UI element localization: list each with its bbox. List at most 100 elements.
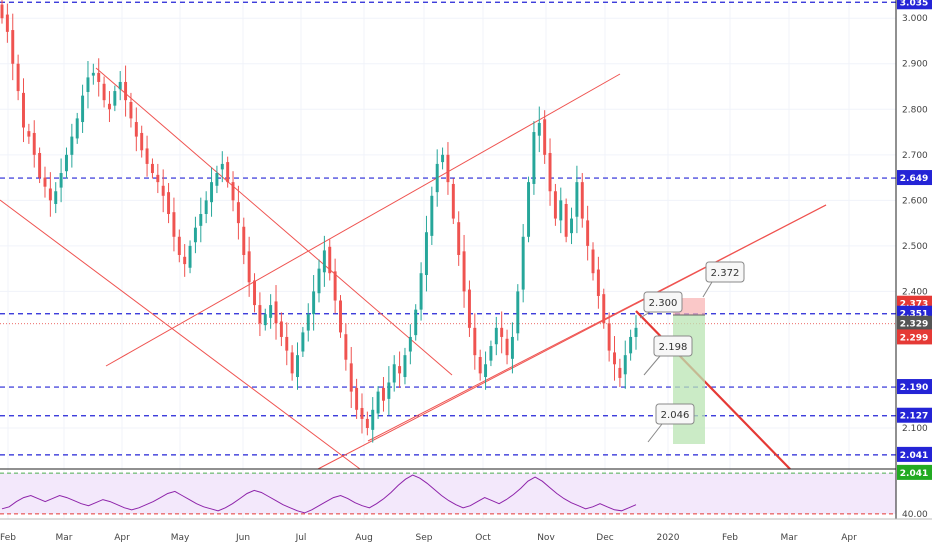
candle-body (398, 366, 401, 373)
candle-body (559, 200, 562, 220)
candle-body (382, 388, 385, 401)
price-label: 2.329 (900, 320, 928, 330)
candle-body (307, 314, 310, 330)
candle-body (489, 346, 492, 361)
candle-body (178, 237, 181, 255)
x-tick-label: Apr (841, 533, 857, 543)
price-label: 2.041 (900, 451, 928, 461)
candle-body (237, 202, 240, 223)
candle-body (430, 196, 433, 236)
candle-body (441, 155, 444, 162)
candle-body (377, 392, 380, 414)
candle-body (253, 280, 256, 305)
candle-body (602, 294, 605, 323)
x-tick-label: Sep (416, 533, 433, 543)
rsi-tick-label: 40.00 (902, 510, 928, 520)
x-tick-label: May (171, 533, 190, 543)
y-tick-label: 2.100 (902, 424, 928, 434)
candle-body (318, 269, 321, 294)
rsi-panel: 80.0040.00 (0, 469, 928, 520)
candle-body (549, 153, 552, 191)
candle-body (280, 321, 283, 336)
candle-body (81, 96, 84, 122)
candle-body (103, 84, 106, 100)
candle-body (151, 164, 154, 173)
candle-body (194, 228, 197, 243)
candle-body (522, 237, 525, 290)
x-tick-label: Jul (295, 533, 307, 543)
candle-body (350, 363, 353, 391)
candle-body (323, 250, 326, 272)
candle-body (70, 137, 73, 155)
x-tick-label: Mar (781, 533, 798, 543)
candle-body (275, 301, 278, 323)
candle-body (215, 173, 218, 186)
candle-body (162, 186, 165, 196)
candle-body (624, 355, 627, 374)
candle-body (500, 328, 503, 337)
candle-body (269, 305, 272, 318)
candle-body (420, 273, 423, 309)
rsi-band (0, 473, 896, 514)
candle-body (334, 271, 337, 300)
candle-body (473, 328, 476, 355)
candle-body (248, 251, 251, 282)
candle-body (135, 122, 138, 137)
candle-body (618, 368, 621, 378)
candle-body (301, 332, 304, 351)
candle-body (76, 118, 79, 138)
x-tick-label: Mar (56, 533, 73, 543)
candle-body (463, 251, 466, 291)
candle-body (156, 175, 159, 182)
x-tick-label: Aug (355, 533, 373, 543)
candle-body (361, 408, 364, 419)
time-axis[interactable]: Feb Mar Apr May Jun Jul Aug Sep Oct Nov Dec 2020 Feb… (0, 533, 857, 543)
candle-body (532, 132, 535, 184)
y-tick-label: 2.600 (902, 196, 928, 206)
candle-body (355, 388, 358, 410)
candle-body (124, 82, 127, 100)
candle-body (226, 162, 229, 182)
price-label: 2.299 (900, 333, 928, 343)
candle-body (232, 182, 235, 200)
candle-body (592, 250, 595, 274)
candle-body (479, 357, 482, 373)
candle-body (146, 148, 149, 163)
candle-body (575, 182, 578, 217)
candle-body (511, 337, 514, 359)
callout-label: 2.300 (649, 298, 678, 309)
candle-body (452, 184, 455, 219)
candle-body (221, 164, 224, 169)
candle-body (387, 382, 390, 398)
candle-body (516, 291, 519, 333)
candle-body (38, 153, 41, 178)
candle-body (312, 291, 315, 314)
candle-body (33, 133, 36, 155)
candle-body (183, 257, 186, 264)
candle-body (6, 15, 9, 32)
candle-body (27, 131, 30, 136)
y-tick-label: 2.500 (902, 242, 928, 252)
candle-body (108, 104, 111, 109)
x-tick-label: Feb (722, 533, 738, 543)
candle-body (65, 155, 68, 171)
candle-body (366, 419, 369, 428)
candle-body (140, 133, 143, 150)
x-tick-label: Dec (596, 533, 613, 543)
candle-body (54, 191, 57, 204)
candle-body (291, 352, 294, 373)
y-tick-label: 3.000 (902, 14, 928, 24)
candle-body (484, 364, 487, 377)
candle-body (97, 73, 100, 82)
candle-body (242, 227, 245, 255)
candle-body (17, 64, 20, 91)
candle-body (457, 222, 460, 255)
candle-body (60, 173, 63, 188)
x-tick-label: Nov (537, 533, 555, 543)
candle-body (468, 290, 471, 328)
candle-body (167, 192, 170, 214)
candle-body (296, 355, 299, 377)
price-label: 2.127 (900, 412, 928, 422)
candle-body (285, 337, 288, 351)
